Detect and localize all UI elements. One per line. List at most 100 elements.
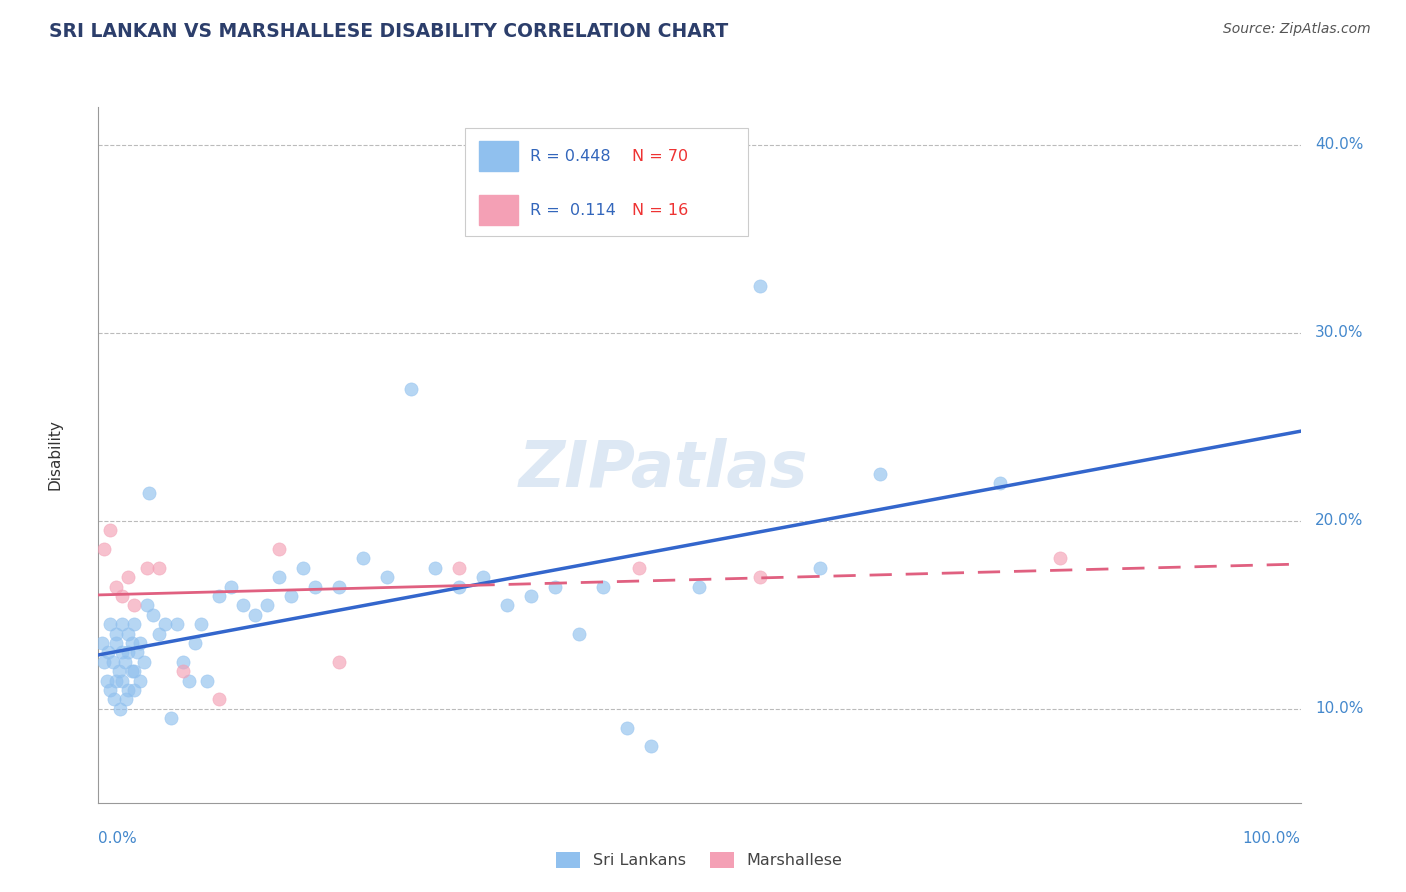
Point (352, 551, 374, 566)
Point (124, 664, 146, 678)
Point (153, 617, 176, 632)
Text: Disability: Disability (48, 419, 62, 491)
Text: 10.0%: 10.0% (1315, 701, 1364, 716)
Point (496, 599, 519, 613)
Point (117, 570, 139, 584)
Point (256, 599, 278, 613)
Point (423, 560, 446, 574)
Point (232, 599, 254, 613)
Point (748, 570, 770, 584)
Point (100, 617, 122, 632)
Point (108, 702, 131, 716)
Point (105, 626, 128, 640)
Point (808, 560, 831, 574)
Point (117, 683, 139, 698)
Point (117, 645, 139, 659)
Point (91, 636, 114, 650)
Text: 0.0%: 0.0% (98, 830, 138, 846)
FancyBboxPatch shape (479, 141, 517, 171)
Point (748, 278, 770, 293)
Point (447, 580, 470, 594)
Point (105, 636, 128, 650)
Point (1049, 551, 1071, 566)
Point (135, 599, 157, 613)
Text: SRI LANKAN VS MARSHALLESE DISABILITY CORRELATION CHART: SRI LANKAN VS MARSHALLESE DISABILITY COR… (49, 22, 728, 41)
Point (304, 580, 326, 594)
Legend: Sri Lankans, Marshallese: Sri Lankans, Marshallese (550, 846, 849, 875)
Point (472, 570, 495, 584)
Point (93, 541, 115, 556)
Point (208, 589, 231, 603)
Point (100, 523, 122, 537)
Point (568, 626, 591, 640)
Text: N = 16: N = 16 (633, 203, 689, 219)
Point (520, 589, 543, 603)
Point (328, 580, 350, 594)
Point (399, 382, 422, 396)
Point (190, 617, 212, 632)
Point (111, 617, 134, 632)
FancyBboxPatch shape (465, 128, 748, 235)
Point (129, 673, 152, 688)
Point (592, 580, 614, 594)
Text: R = 0.448: R = 0.448 (530, 150, 610, 164)
Point (97, 645, 120, 659)
Point (988, 476, 1011, 491)
Text: R =  0.114: R = 0.114 (530, 203, 616, 219)
Point (129, 636, 152, 650)
Point (544, 580, 567, 594)
Point (100, 683, 122, 698)
Point (121, 664, 143, 678)
Point (291, 560, 314, 574)
Point (869, 467, 891, 481)
Point (121, 636, 143, 650)
Point (96, 673, 118, 688)
Point (114, 655, 136, 669)
Text: 30.0%: 30.0% (1315, 326, 1364, 340)
Point (108, 664, 131, 678)
Point (124, 617, 146, 632)
Point (103, 692, 125, 706)
Text: 100.0%: 100.0% (1243, 830, 1301, 846)
Text: 20.0%: 20.0% (1315, 513, 1364, 528)
Point (125, 645, 148, 659)
Point (616, 721, 638, 735)
Point (101, 655, 124, 669)
Text: Source: ZipAtlas.com: Source: ZipAtlas.com (1223, 22, 1371, 37)
Text: N = 70: N = 70 (633, 150, 689, 164)
Point (280, 589, 302, 603)
Point (243, 607, 266, 622)
Point (688, 580, 710, 594)
Point (159, 711, 181, 725)
Point (115, 692, 138, 706)
Point (208, 692, 231, 706)
Point (141, 607, 163, 622)
Point (195, 673, 218, 688)
Point (105, 580, 128, 594)
Point (105, 673, 128, 688)
Point (172, 664, 194, 678)
Point (148, 560, 170, 574)
Point (148, 626, 170, 640)
Point (135, 560, 157, 574)
Point (138, 485, 160, 500)
Point (172, 655, 194, 669)
Point (640, 739, 662, 754)
Point (267, 570, 290, 584)
Point (111, 673, 134, 688)
Point (93, 655, 115, 669)
Text: 40.0%: 40.0% (1315, 137, 1364, 153)
Point (111, 645, 134, 659)
Point (447, 560, 470, 574)
FancyBboxPatch shape (479, 195, 517, 226)
Point (267, 541, 290, 556)
Point (132, 655, 155, 669)
Point (124, 599, 146, 613)
Point (117, 626, 139, 640)
Point (375, 570, 398, 584)
Point (628, 560, 651, 574)
Point (328, 655, 350, 669)
Point (177, 673, 200, 688)
Point (183, 636, 205, 650)
Point (219, 580, 242, 594)
